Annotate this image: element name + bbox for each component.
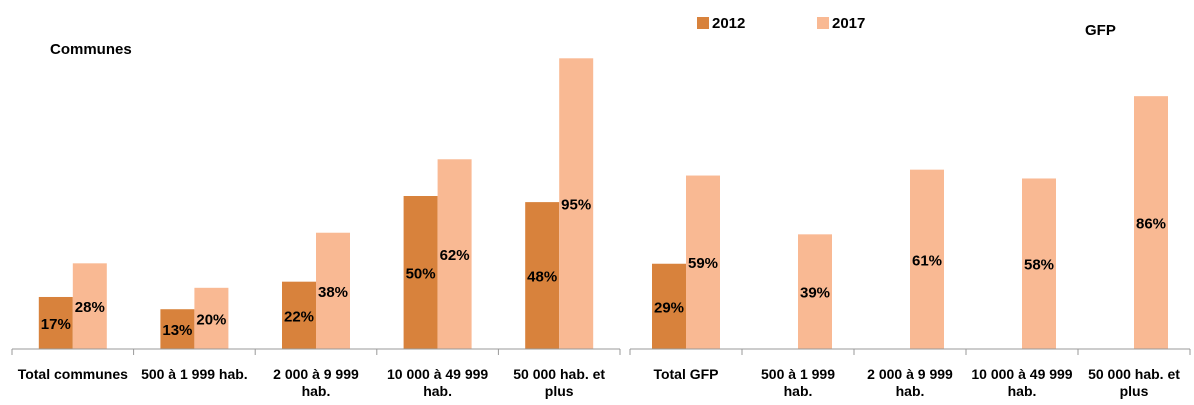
- legend-label: 2012: [712, 15, 745, 32]
- bar: [72, 263, 107, 349]
- bar: [38, 296, 73, 349]
- data-label: 86%: [1136, 216, 1166, 233]
- x-tick-label: Total communes: [17, 366, 128, 382]
- data-label: 39%: [800, 285, 830, 302]
- data-label: 17%: [41, 316, 71, 333]
- data-label: 13%: [162, 322, 192, 339]
- bar: [652, 263, 686, 349]
- bar: [559, 58, 594, 350]
- bar: [686, 175, 720, 349]
- bar: [194, 287, 229, 349]
- data-label: 20%: [196, 311, 226, 328]
- x-tick-label: 10 000 à 49 999 hab.: [386, 366, 489, 399]
- data-label: 59%: [688, 255, 718, 272]
- bar: [798, 234, 832, 349]
- data-label: 61%: [912, 252, 942, 269]
- data-label: 62%: [440, 247, 470, 264]
- data-label: 29%: [654, 299, 684, 316]
- bar: [160, 309, 195, 349]
- bar: [403, 196, 438, 349]
- legend-swatch: [697, 17, 709, 29]
- x-tick-label: 500 à 1 999 hab.: [141, 366, 248, 382]
- legend-swatch: [817, 17, 829, 29]
- bar: [282, 281, 316, 349]
- chart-title: GFP: [1085, 22, 1116, 39]
- legend-label: 2017: [832, 15, 865, 32]
- bar: [525, 202, 560, 349]
- data-label: 38%: [318, 284, 348, 301]
- x-tick-label: 2 000 à 9 999 hab.: [273, 366, 359, 399]
- x-tick-label: 50 000 hab. et plus: [1088, 366, 1180, 399]
- chart-title: Communes: [50, 41, 132, 58]
- x-tick-label: 500 à 1 999 hab.: [761, 366, 835, 399]
- bar: [1022, 178, 1056, 349]
- x-tick-label: Total GFP: [653, 366, 719, 382]
- data-label: 95%: [561, 197, 591, 214]
- bar: [316, 232, 350, 349]
- x-tick-label: 50 000 hab. et plus: [513, 366, 606, 399]
- data-label: 28%: [75, 299, 105, 316]
- data-label: 22%: [284, 308, 314, 325]
- bar: [910, 169, 944, 349]
- bar: [1134, 96, 1168, 349]
- x-tick-label: 10 000 à 49 999 hab.: [971, 366, 1073, 399]
- x-tick-label: 2 000 à 9 999 hab.: [867, 366, 953, 399]
- data-label: 50%: [406, 265, 436, 282]
- data-label: 48%: [527, 269, 557, 286]
- data-label: 58%: [1024, 257, 1054, 274]
- bar: [437, 159, 472, 349]
